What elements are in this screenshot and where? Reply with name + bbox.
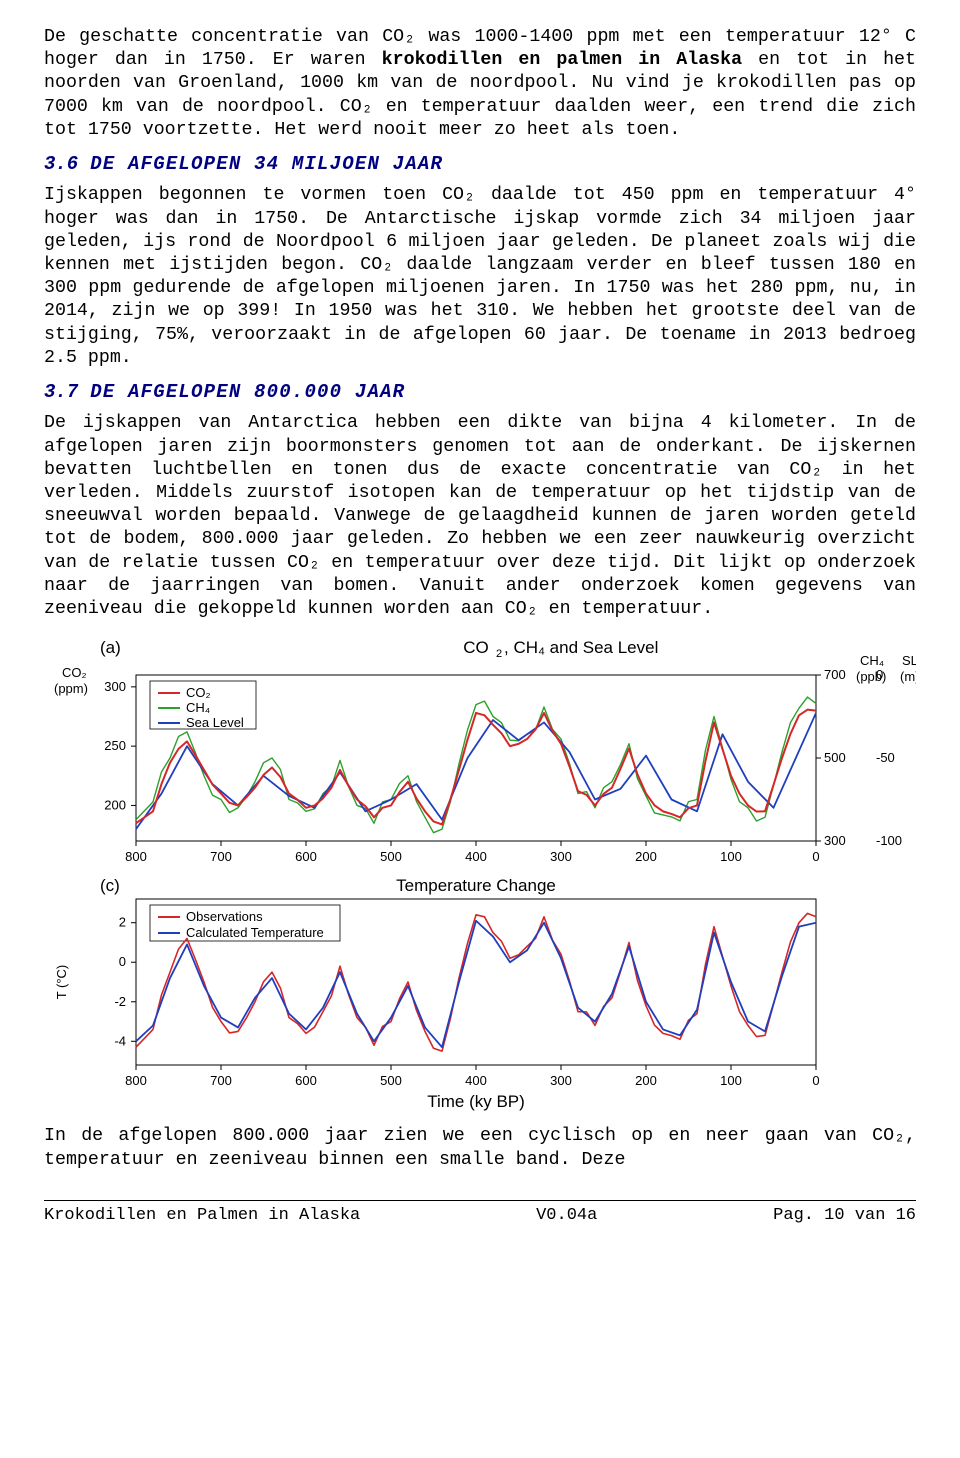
svg-text:SL: SL bbox=[902, 653, 916, 668]
footer-center: V0.04a bbox=[536, 1205, 597, 1227]
svg-text:300: 300 bbox=[104, 679, 126, 694]
svg-text:T (°C): T (°C) bbox=[54, 965, 69, 1000]
svg-text:-50: -50 bbox=[876, 750, 895, 765]
svg-text:200: 200 bbox=[104, 798, 126, 813]
svg-text:300: 300 bbox=[824, 833, 846, 848]
sec-num-3-6: 3.6 bbox=[44, 153, 78, 175]
svg-text:Calculated Temperature: Calculated Temperature bbox=[186, 925, 324, 940]
svg-text:(ppm): (ppm) bbox=[54, 681, 88, 696]
svg-text:500: 500 bbox=[380, 1073, 402, 1088]
svg-text:700: 700 bbox=[210, 1073, 232, 1088]
paragraph-intro: De geschatte concentratie van CO₂ was 10… bbox=[44, 26, 916, 142]
svg-text:700: 700 bbox=[210, 849, 232, 864]
climate-chart-svg: (a)CO2, CH₄ and Sea LevelCO₂(ppm)CH₄SL(p… bbox=[44, 633, 916, 1113]
paragraph-closing: In de afgelopen 800.000 jaar zien we een… bbox=[44, 1125, 916, 1171]
svg-text:Sea Level: Sea Level bbox=[186, 715, 244, 730]
svg-text:Time (ky BP): Time (ky BP) bbox=[427, 1092, 525, 1111]
svg-text:250: 250 bbox=[104, 739, 126, 754]
sec-title-3-6: DE AFGELOPEN 34 MILJOEN JAAR bbox=[90, 153, 443, 175]
svg-text:700: 700 bbox=[824, 667, 846, 682]
svg-text:800: 800 bbox=[125, 1073, 147, 1088]
svg-text:600: 600 bbox=[295, 849, 317, 864]
svg-text:0: 0 bbox=[812, 849, 819, 864]
svg-text:(a): (a) bbox=[100, 638, 121, 657]
svg-text:500: 500 bbox=[380, 849, 402, 864]
svg-text:300: 300 bbox=[550, 1073, 572, 1088]
svg-text:-100: -100 bbox=[876, 833, 902, 848]
figure-climate: (a)CO2, CH₄ and Sea LevelCO₂(ppm)CH₄SL(p… bbox=[44, 633, 916, 1113]
svg-text:0: 0 bbox=[876, 667, 883, 682]
svg-text:400: 400 bbox=[465, 1073, 487, 1088]
svg-text:600: 600 bbox=[295, 1073, 317, 1088]
svg-text:300: 300 bbox=[550, 849, 572, 864]
sec-num-3-7: 3.7 bbox=[44, 381, 78, 403]
footer-right: Pag. 10 van 16 bbox=[773, 1205, 916, 1227]
sec-title-3-7: DE AFGELOPEN 800.000 JAAR bbox=[90, 381, 405, 403]
svg-text:Observations: Observations bbox=[186, 909, 263, 924]
svg-text:0: 0 bbox=[812, 1073, 819, 1088]
svg-text:(c): (c) bbox=[100, 876, 120, 895]
svg-text:, CH₄ and Sea Level: , CH₄ and Sea Level bbox=[504, 638, 658, 657]
svg-text:-4: -4 bbox=[114, 1034, 126, 1049]
svg-text:Temperature Change: Temperature Change bbox=[396, 876, 556, 895]
svg-text:100: 100 bbox=[720, 1073, 742, 1088]
svg-text:2: 2 bbox=[119, 915, 126, 930]
svg-text:CO₂: CO₂ bbox=[62, 665, 87, 680]
section-heading-3-7: 3.7 DE AFGELOPEN 800.000 JAAR bbox=[44, 380, 916, 404]
svg-text:CO: CO bbox=[463, 638, 489, 657]
svg-text:2: 2 bbox=[496, 648, 502, 660]
svg-text:500: 500 bbox=[824, 750, 846, 765]
svg-text:400: 400 bbox=[465, 849, 487, 864]
svg-text:CO₂: CO₂ bbox=[186, 685, 211, 700]
svg-text:CH₄: CH₄ bbox=[186, 700, 210, 715]
p1-bold: krokodillen en palmen in Alaska bbox=[382, 50, 742, 70]
svg-text:CH₄: CH₄ bbox=[860, 653, 884, 668]
svg-text:200: 200 bbox=[635, 1073, 657, 1088]
footer-left: Krokodillen en Palmen in Alaska bbox=[44, 1205, 360, 1227]
svg-text:-2: -2 bbox=[114, 994, 126, 1009]
paragraph-3-7: De ijskappen van Antarctica hebben een d… bbox=[44, 412, 916, 621]
svg-text:800: 800 bbox=[125, 849, 147, 864]
page-footer: Krokodillen en Palmen in Alaska V0.04a P… bbox=[44, 1200, 916, 1227]
svg-text:(m): (m) bbox=[900, 669, 916, 684]
svg-text:100: 100 bbox=[720, 849, 742, 864]
section-heading-3-6: 3.6 DE AFGELOPEN 34 MILJOEN JAAR bbox=[44, 152, 916, 176]
paragraph-3-6: Ijskappen begonnen te vormen toen CO₂ da… bbox=[44, 184, 916, 370]
svg-text:0: 0 bbox=[119, 955, 126, 970]
svg-text:200: 200 bbox=[635, 849, 657, 864]
